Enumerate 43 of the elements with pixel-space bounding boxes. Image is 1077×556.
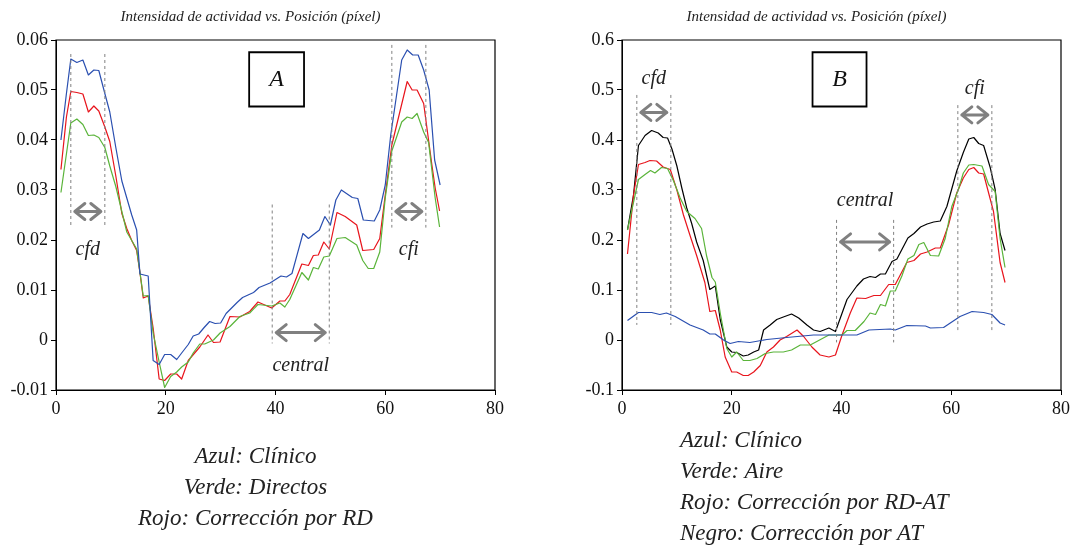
y-tick-label: 0.01 xyxy=(16,278,48,299)
x-tick-label: 80 xyxy=(486,397,504,418)
text: Verde: Aire xyxy=(680,457,785,485)
y-tick-label: 0.3 xyxy=(591,178,614,199)
annotation: B xyxy=(832,64,848,91)
x-tick-label: 20 xyxy=(156,397,175,418)
annotation: cfd xyxy=(75,237,102,261)
text: Azul: Clínico xyxy=(680,426,804,454)
annotation: central xyxy=(836,188,894,211)
text: Verde: Directos xyxy=(182,473,329,501)
text: Negro: Corrección por AT xyxy=(680,519,926,547)
chart-title: Intensidad de actividad vs. Posición (píxel) xyxy=(685,7,947,25)
x-tick-label: 60 xyxy=(376,397,395,418)
x-tick-label: 20 xyxy=(722,397,741,418)
x-tick-label: 40 xyxy=(266,397,285,418)
text: Rojo: Corrección por RD xyxy=(137,504,374,532)
x-tick-label: 40 xyxy=(832,397,851,418)
y-tick-label: 0.06 xyxy=(16,28,48,49)
y-tick-label: 0.04 xyxy=(16,128,48,149)
y-tick-label: 0.4 xyxy=(591,128,614,149)
y-tick-label: 0.5 xyxy=(591,78,614,99)
y-tick-label: 0.6 xyxy=(591,28,614,49)
chart-title: Intensidad de actividad vs. Posición (píxel) xyxy=(119,7,381,25)
y-tick-label: 0 xyxy=(605,328,614,349)
annotation: cfd xyxy=(641,65,668,89)
y-tick-label: -0.01 xyxy=(10,378,48,399)
x-tick-label: 0 xyxy=(51,397,61,418)
text: Rojo: Corrección por RD-AT xyxy=(680,488,951,516)
y-tick-label: 0.1 xyxy=(591,278,614,299)
annotation: A xyxy=(267,64,285,91)
y-tick-label: 0 xyxy=(39,328,48,349)
y-tick-label: 0.05 xyxy=(16,78,48,99)
x-tick-label: 0 xyxy=(617,397,627,418)
y-tick-label: -0.1 xyxy=(585,378,614,399)
y-tick-label: 0.02 xyxy=(16,228,48,249)
annotation: cfi xyxy=(964,76,985,100)
x-tick-label: 60 xyxy=(942,397,961,418)
annotation: central xyxy=(272,352,330,375)
x-tick-label: 80 xyxy=(1052,397,1070,418)
y-tick-label: 0.03 xyxy=(16,178,48,199)
text: Azul: Clínico xyxy=(192,442,318,470)
y-tick-label: 0.2 xyxy=(591,228,614,249)
annotation: cfi xyxy=(398,237,419,261)
